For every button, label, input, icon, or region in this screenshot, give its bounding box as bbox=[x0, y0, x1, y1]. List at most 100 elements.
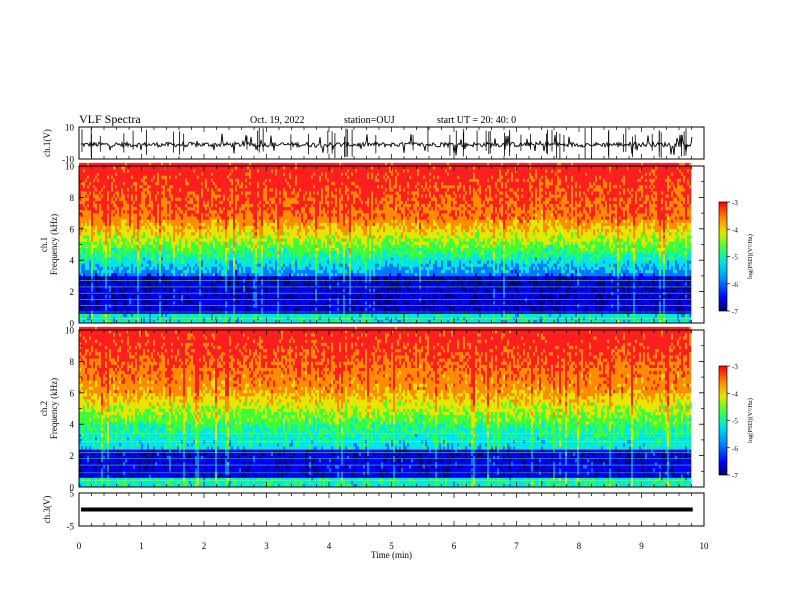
ch1-spectrogram-cell bbox=[209, 182, 211, 185]
ch1-spectrogram-cell bbox=[163, 191, 165, 194]
ch1-spectrogram-cell bbox=[177, 241, 179, 244]
ch1-spectrogram-cell bbox=[181, 251, 183, 254]
ch1-spectrogram-cell bbox=[233, 166, 235, 169]
ch1-spectrogram-cell bbox=[103, 266, 105, 269]
ch1-spectrogram-cell bbox=[119, 257, 121, 260]
ch1-spectrogram-cell bbox=[107, 213, 109, 216]
ch1-spectrogram-cell bbox=[167, 185, 169, 188]
ch1-spectrogram-cell bbox=[221, 238, 223, 241]
ch1-spectrogram-cell bbox=[119, 213, 121, 216]
ch1-spectrogram-cell bbox=[221, 213, 223, 216]
ch1-spectrogram-cell bbox=[201, 197, 203, 200]
ch1-spectrogram-cell bbox=[211, 223, 213, 226]
ch1-spectrogram-cell bbox=[197, 232, 199, 235]
ch1-spectrogram-cell bbox=[121, 251, 123, 254]
ch1-spectrogram-cell bbox=[129, 241, 131, 244]
ch1-spectrogram-cell bbox=[119, 166, 121, 169]
ch1-spectrogram-cell bbox=[85, 216, 87, 219]
ch1-spectrogram-cell bbox=[147, 254, 149, 257]
ch1-spectrogram-cell bbox=[117, 182, 119, 185]
ch1-spectrogram-cell bbox=[185, 273, 187, 276]
ch1-spectrogram-cell bbox=[123, 226, 125, 229]
ch1-spectrogram-cell bbox=[231, 204, 233, 207]
ch1-spectrogram-cell bbox=[157, 188, 159, 191]
ch1-spectrogram-cell bbox=[95, 251, 97, 254]
ch1-spectrogram-cell bbox=[167, 201, 169, 204]
ch1-spectrogram-cell bbox=[211, 172, 213, 175]
ch1-spectrogram-cell bbox=[143, 229, 145, 232]
ch1-spectrogram-cell bbox=[105, 251, 107, 254]
ch1-spectrogram-cell bbox=[163, 307, 165, 310]
ch1-spectrogram-cell bbox=[161, 185, 163, 188]
ch1-spectrogram-cell bbox=[101, 248, 103, 251]
ch1-spectrogram-cell bbox=[197, 219, 199, 222]
ch1-spectrogram-cell bbox=[203, 219, 205, 222]
ch1-spectrogram-cell bbox=[81, 307, 83, 310]
ch1-spectrogram-cell bbox=[215, 201, 217, 204]
ch1-spectrogram-cell bbox=[97, 194, 99, 197]
ch1-spectrogram-cell bbox=[117, 188, 119, 191]
ch1-spectrogram-cell bbox=[179, 282, 181, 285]
ch1-spectrogram-cell bbox=[173, 185, 175, 188]
ch1-spectrogram-cell bbox=[107, 254, 109, 257]
ch1-spectrogram-cell bbox=[223, 188, 225, 191]
ch1-spectrogram-cell bbox=[221, 266, 223, 269]
ch1-spectrogram-cell bbox=[183, 219, 185, 222]
ch1-spectrogram-cell bbox=[103, 185, 105, 188]
ch1-spectrogram-cell bbox=[133, 235, 135, 238]
ch1-spectrogram-cell bbox=[125, 257, 127, 260]
ch1-spectrogram-cell bbox=[171, 270, 173, 273]
ch1-spectrogram-cell bbox=[89, 194, 91, 197]
ch1-spectrogram-cell bbox=[147, 175, 149, 178]
ch1-spectrogram-cell bbox=[223, 210, 225, 213]
ch1-spectrogram-cell bbox=[201, 254, 203, 257]
ch1-spectrogram-cell bbox=[131, 288, 133, 291]
ch1-spectrogram-cell bbox=[147, 251, 149, 254]
ch1-spectrogram-cell bbox=[81, 301, 83, 304]
ch1-spectrogram-cell bbox=[99, 172, 101, 175]
ch1-spectrogram-cell bbox=[99, 210, 101, 213]
ch1-spectrogram-cell bbox=[231, 179, 233, 182]
ch1-spectrogram-cell bbox=[187, 282, 189, 285]
ch1-spectrogram-cell bbox=[145, 175, 147, 178]
ch1-spectrogram-cell bbox=[135, 172, 137, 175]
ch1-spectrogram-cell bbox=[201, 288, 203, 291]
ch1-spectrogram-cell bbox=[153, 185, 155, 188]
ch1-spectrogram-cell bbox=[81, 276, 83, 279]
ch1-spectrogram-cell bbox=[177, 197, 179, 200]
ch1-spectrogram-cell bbox=[197, 207, 199, 210]
ch1-spectrogram-cell bbox=[89, 210, 91, 213]
ch1-spectrogram-cell bbox=[189, 216, 191, 219]
ch1-spectrogram-cell bbox=[131, 314, 133, 317]
ch1-spectrogram-cell bbox=[117, 175, 119, 178]
ch1-spectrogram-cell bbox=[131, 226, 133, 229]
ch1-spectrogram-cell bbox=[107, 175, 109, 178]
ch1-spectrogram-cell bbox=[139, 216, 141, 219]
ch1-spectrogram-cell bbox=[123, 204, 125, 207]
ch1-spectrogram-cell bbox=[95, 213, 97, 216]
ch1-spectrogram-cell bbox=[159, 270, 161, 273]
ch1-spectrogram-cell bbox=[167, 257, 169, 260]
ch1-spectrogram-cell bbox=[109, 185, 111, 188]
ch1-spectrogram-cell bbox=[171, 179, 173, 182]
ch1-spectrogram-cell bbox=[131, 191, 133, 194]
ch1-spectrogram-cell bbox=[157, 301, 159, 304]
ch1-spectrogram-cell bbox=[123, 223, 125, 226]
ch1-spectrogram-cell bbox=[191, 241, 193, 244]
ch1-spectrogram-cell bbox=[215, 295, 217, 298]
ch1-spectrogram-cell bbox=[81, 197, 83, 200]
ch1-spectrogram-cell bbox=[187, 248, 189, 251]
ch1-spectrogram-cell bbox=[147, 226, 149, 229]
ch1-spectrogram-cell bbox=[185, 169, 187, 172]
ch1-spectrogram-cell bbox=[209, 260, 211, 263]
ch1-spectrogram-cell bbox=[219, 201, 221, 204]
ch1-spectrogram-cell bbox=[105, 197, 107, 200]
ch1-spectrogram-cell bbox=[151, 241, 153, 244]
ch1-spectrogram-cell bbox=[149, 301, 151, 304]
ch1-spectrogram-cell bbox=[97, 288, 99, 291]
ch1-spectrogram-cell bbox=[225, 260, 227, 263]
ch1-spectrogram-cell bbox=[143, 266, 145, 269]
ch1-spectrogram-cell bbox=[199, 245, 201, 248]
ch1-spectrogram-cell bbox=[201, 241, 203, 244]
ch1-spectrogram-cell bbox=[131, 197, 133, 200]
